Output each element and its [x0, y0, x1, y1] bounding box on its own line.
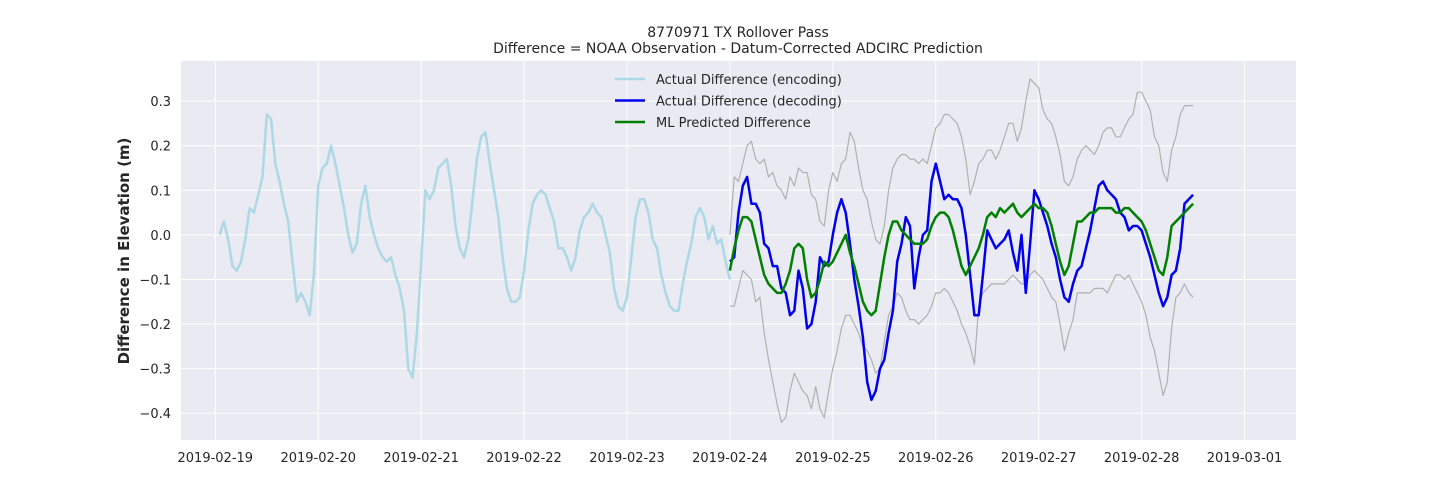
x-tick-label: 2019-02-22	[486, 451, 562, 466]
y-axis-label: Difference in Elevation (m)	[115, 138, 133, 365]
y-tick-label: 0.0	[150, 229, 171, 244]
x-tick-label: 2019-02-19	[178, 451, 254, 466]
series-line-ml-predicted-difference	[728, 202, 1194, 317]
y-tick-label: −0.3	[139, 363, 171, 378]
x-tick-label: 2019-02-21	[383, 451, 459, 466]
x-tick-label: 2019-02-20	[280, 451, 356, 466]
x-tick-label: 2019-02-28	[1104, 451, 1180, 466]
x-tick-label: 2019-02-23	[589, 451, 665, 466]
y-axis-ticks: −0.4 −0.3 −0.2 −0.1 0.0 0.1 0.2 0.3	[139, 95, 171, 422]
x-tick-label: 2019-02-27	[1001, 451, 1077, 466]
y-tick-label: 0.3	[150, 95, 171, 110]
x-tick-label: 2019-03-01	[1207, 451, 1283, 466]
chart-title: 8770971 TX Rollover Pass	[647, 25, 829, 41]
plot-area	[181, 61, 1296, 440]
grid-lines	[181, 61, 1296, 440]
series-layer	[218, 78, 1194, 423]
x-tick-label: 2019-02-24	[692, 451, 768, 466]
legend-label: Actual Difference (decoding)	[656, 95, 842, 110]
x-tick-label: 2019-02-26	[898, 451, 974, 466]
series-line-unlabeled-4	[729, 270, 1194, 423]
x-axis-ticks: 2019-02-19 2019-02-20 2019-02-21 2019-02-22…	[178, 451, 1283, 466]
series-line-actual-difference-encoding	[218, 113, 732, 379]
legend: Actual Difference (encoding) Actual Diffe…	[615, 73, 842, 131]
series-line-actual-difference-decoding	[729, 162, 1194, 402]
y-tick-label: −0.2	[139, 318, 171, 333]
y-tick-label: −0.1	[139, 273, 171, 288]
y-tick-label: 0.2	[150, 140, 171, 155]
series-line-unlabeled-3	[729, 78, 1194, 245]
y-tick-label: 0.1	[150, 184, 171, 199]
legend-label: ML Predicted Difference	[656, 116, 811, 131]
x-tick-label: 2019-02-25	[795, 451, 871, 466]
y-tick-label: −0.4	[139, 407, 171, 422]
chart-subtitle: Difference = NOAA Observation - Datum-Co…	[493, 41, 983, 57]
legend-label: Actual Difference (encoding)	[656, 73, 842, 88]
